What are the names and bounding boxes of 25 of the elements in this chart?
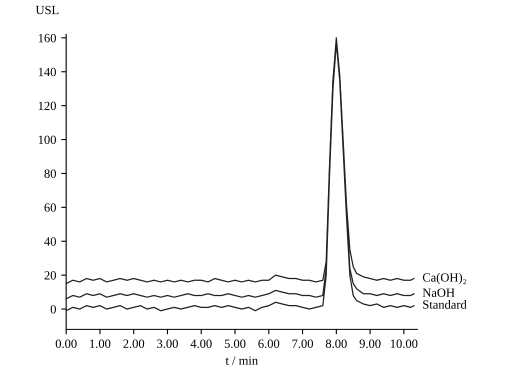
series-label: Ca(OH)₂	[422, 272, 466, 284]
y-tick-label: 100	[38, 136, 56, 144]
y-tick-label: 160	[38, 34, 56, 42]
x-tick-label: 4.00	[190, 339, 212, 348]
series-label: Standard	[423, 300, 467, 309]
x-tick-label: 7.00	[292, 339, 314, 348]
x-tick-label: 2.00	[123, 339, 144, 348]
y-axis-title: USL	[36, 6, 58, 14]
x-tick-label: 9.00	[360, 339, 381, 348]
x-tick-label: 3.00	[157, 339, 178, 348]
x-tick-label: 10.00	[390, 339, 418, 348]
x-tick-label: 1.00	[90, 339, 110, 348]
y-tick-label: 60	[44, 203, 56, 212]
x-axis-title: t / min	[226, 356, 258, 365]
y-tick-label: 20	[44, 271, 56, 280]
x-tick-label: 0.00	[56, 339, 77, 348]
y-tick-label: 40	[44, 237, 56, 246]
series-label: NaOH	[422, 288, 455, 297]
y-tick-label: 120	[38, 102, 56, 110]
y-tick-label: 0	[50, 305, 56, 314]
y-tick-label: 140	[38, 68, 56, 76]
x-tick-label: 8.00	[326, 339, 347, 348]
x-tick-label: 5.00	[224, 339, 246, 348]
x-tick-label: 6.00	[258, 339, 280, 348]
y-tick-label: 80	[44, 169, 56, 178]
